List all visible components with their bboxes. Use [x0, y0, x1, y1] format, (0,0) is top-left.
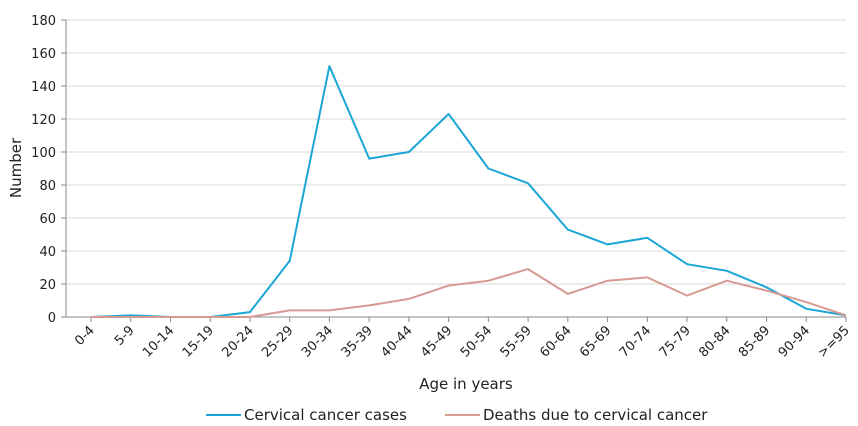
x-tick-label: 40-44	[378, 323, 415, 360]
x-axis-title: Age in years	[419, 375, 513, 393]
x-tick-label: 65-69	[577, 323, 614, 360]
y-tick-labels: 0 20 40 60 80 100 120 140 160 180	[31, 14, 56, 326]
x-tick-label: 60-64	[537, 323, 574, 360]
y-tick-label: 20	[39, 278, 56, 293]
x-tick-label: 75-79	[657, 323, 694, 360]
x-tick-label: 35-39	[339, 323, 376, 360]
x-tick-label: >=95	[815, 323, 853, 361]
series-line-0	[90, 65, 847, 318]
y-tick-label: 40	[39, 245, 56, 260]
x-tick-label: 45-49	[418, 323, 455, 360]
x-tick-label: 5-9	[112, 323, 138, 349]
x-tick-label: 25-29	[259, 323, 296, 360]
x-tick-label: 30-34	[299, 323, 336, 360]
x-tick-label: 55-59	[498, 323, 535, 360]
grid-lines	[61, 19, 846, 318]
y-axis-title: Number	[7, 137, 25, 198]
x-tick-label: 85-89	[736, 323, 773, 360]
x-tick-label: 70-74	[617, 323, 654, 360]
legend: Cervical cancer cases Deaths due to cervi…	[206, 406, 708, 424]
y-tick-label: 180	[31, 14, 56, 29]
y-tick-label: 80	[39, 179, 56, 194]
data-series	[90, 65, 847, 318]
axes	[65, 20, 847, 322]
y-tick-label: 100	[31, 146, 56, 161]
x-tick-label: 15-19	[180, 323, 217, 360]
y-tick-label: 0	[48, 311, 56, 326]
series-line-1	[91, 268, 847, 318]
x-tick-label: 90-94	[776, 323, 813, 360]
legend-label-0: Cervical cancer cases	[244, 406, 407, 424]
x-tick-label: 0-4	[72, 323, 98, 349]
y-tick-label: 120	[31, 113, 56, 128]
x-tick-label: 50-54	[458, 323, 495, 360]
legend-label-1: Deaths due to cervical cancer	[483, 406, 708, 424]
y-tick-label: 160	[31, 47, 56, 62]
y-tick-label: 140	[31, 80, 56, 95]
x-tick-label: 10-14	[140, 323, 177, 360]
x-tick-label: 80-84	[696, 323, 733, 360]
y-tick-label: 60	[39, 212, 56, 227]
x-tick-labels: 0-4 5-9 10-14 15-19 20-24 25-29 30-34 35-39 40-4…	[72, 323, 853, 361]
x-tick-label: 20-24	[219, 323, 256, 360]
